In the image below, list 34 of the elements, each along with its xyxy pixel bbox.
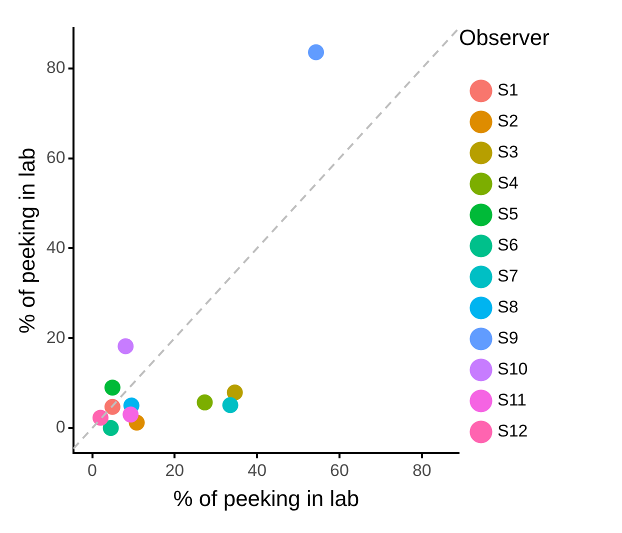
- point: [226, 384, 243, 401]
- x-axis-title: % of peeking in lab: [173, 486, 360, 511]
- legend-label: S9: [498, 328, 518, 348]
- point: [118, 338, 134, 354]
- legend-title: Observer: [459, 25, 550, 50]
- legend-label: S8: [498, 298, 518, 317]
- x-tick-label: 0: [88, 461, 97, 480]
- legend-label: S11: [498, 390, 526, 410]
- legend-label: S3: [498, 142, 518, 162]
- legend-label: S5: [498, 204, 518, 224]
- y-tick-label: 60: [46, 148, 66, 168]
- legend-label: S6: [498, 236, 518, 255]
- point: [122, 406, 139, 423]
- legend-label: S12: [498, 422, 528, 441]
- point: [196, 394, 213, 410]
- y-axis-title: % of peeking in lab: [14, 148, 40, 334]
- legend-label: S2: [498, 112, 518, 131]
- y-tick-label: 0: [56, 418, 66, 437]
- y-tick-label: 20: [46, 328, 66, 347]
- point: [222, 397, 238, 414]
- x-tick-label: 80: [412, 461, 432, 480]
- legend-label: S7: [498, 266, 518, 286]
- x-tick-label: 60: [330, 461, 349, 480]
- legend-label: S4: [498, 174, 518, 193]
- point: [308, 44, 324, 60]
- point: [104, 398, 120, 415]
- legend-label: S10: [498, 360, 528, 379]
- point: [102, 420, 119, 436]
- x-tick-label: 20: [165, 461, 184, 480]
- x-tick-label: 40: [248, 461, 267, 480]
- legend-label: S1: [498, 80, 518, 100]
- y-tick-label: 40: [46, 238, 66, 257]
- point: [104, 380, 120, 396]
- y-tick-label: 80: [46, 58, 66, 78]
